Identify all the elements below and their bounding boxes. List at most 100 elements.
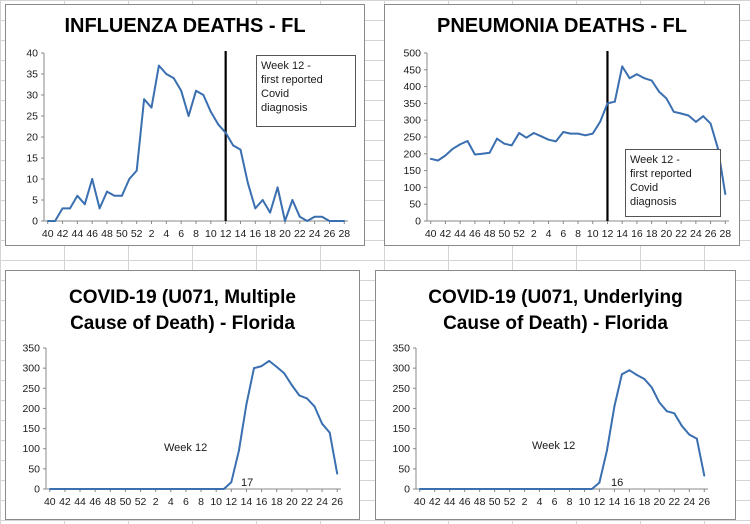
chart-title-line-2: Cause of Death) - Florida (70, 313, 295, 334)
y-tick-label: 0 (34, 484, 40, 496)
x-tick-label: 26 (705, 228, 717, 240)
x-tick-label: 40 (44, 496, 56, 508)
y-tick-label: 350 (403, 98, 421, 110)
y-tick-label: 20 (26, 132, 38, 144)
y-tick-label: 0 (404, 484, 410, 496)
x-tick-label: 12 (594, 496, 606, 508)
x-tick-label: 14 (616, 228, 628, 240)
data-point (518, 132, 520, 134)
data-point (441, 488, 444, 490)
data-point (48, 488, 51, 490)
y-tick-label: 350 (392, 343, 410, 355)
data-point (172, 77, 175, 80)
x-tick-label: 20 (653, 496, 665, 508)
chart-title-line-1: COVID-19 (U071, Multiple (69, 287, 296, 308)
data-point (237, 449, 240, 452)
week12-annotation: Week 12 (532, 440, 575, 452)
data-point (187, 115, 190, 117)
data-point (466, 140, 469, 142)
data-point (185, 488, 187, 490)
data-point (245, 403, 248, 406)
x-tick-label: 10 (579, 496, 591, 508)
y-tick-label: 150 (403, 165, 421, 177)
data-point (463, 488, 466, 490)
week12-annotation-box: Week 12 - first reported Covid diagnosis (256, 55, 356, 127)
data-point (313, 405, 316, 408)
x-tick-label: 22 (668, 496, 680, 508)
data-point (321, 215, 323, 218)
data-point (79, 488, 81, 490)
x-tick-label: 2 (522, 496, 528, 508)
y-tick-label: 25 (26, 111, 38, 123)
data-point (635, 374, 638, 376)
x-tick-label: 2 (153, 496, 159, 508)
x-tick-label: 44 (454, 228, 466, 240)
x-tick-label: 16 (249, 228, 261, 240)
x-tick-label: 26 (331, 496, 343, 508)
data-point (86, 488, 89, 490)
x-tick-label: 46 (459, 496, 471, 508)
x-tick-label: 50 (116, 228, 128, 240)
data-point (120, 194, 123, 197)
data-point (328, 431, 331, 434)
y-tick-label: 200 (22, 403, 40, 415)
data-point (598, 481, 601, 484)
data-point (688, 433, 691, 436)
data-point (583, 488, 586, 490)
data-label: 17 (241, 477, 253, 489)
data-point (54, 220, 57, 222)
data-point (606, 102, 609, 105)
x-tick-label: 48 (484, 228, 496, 240)
data-point (222, 488, 225, 490)
data-point (116, 488, 119, 490)
data-point (426, 488, 429, 490)
data-point (247, 182, 249, 185)
x-tick-label: 50 (498, 228, 510, 240)
x-tick-label: 16 (256, 496, 268, 508)
data-point (180, 89, 183, 92)
data-point (290, 384, 293, 386)
x-tick-label: 40 (414, 496, 426, 508)
data-point (275, 366, 278, 368)
x-tick-label: 14 (609, 496, 621, 508)
x-tick-label: 46 (469, 228, 481, 240)
x-tick-label: 20 (286, 496, 298, 508)
y-tick-label: 15 (26, 153, 38, 165)
data-point (523, 488, 526, 490)
data-point (702, 115, 705, 118)
x-tick-label: 4 (168, 496, 174, 508)
data-point (239, 148, 242, 151)
data-point (64, 488, 66, 490)
y-tick-label: 0 (415, 216, 421, 228)
data-point (83, 203, 86, 206)
data-point (613, 100, 616, 103)
data-point (268, 359, 271, 362)
x-tick-label: 50 (489, 496, 501, 508)
x-tick-label: 50 (120, 496, 132, 508)
data-point (306, 397, 308, 400)
x-tick-label: 6 (178, 228, 184, 240)
data-label: 16 (611, 477, 623, 489)
data-point (200, 488, 202, 490)
y-tick-label: 200 (403, 148, 421, 160)
data-point (561, 488, 563, 490)
y-tick-label: 10 (26, 174, 38, 186)
y-tick-label: 0 (32, 216, 38, 228)
data-point (232, 144, 234, 147)
data-point (202, 94, 205, 96)
y-tick-label: 200 (392, 403, 410, 415)
data-point (680, 424, 683, 427)
x-tick-label: 42 (429, 496, 441, 508)
x-tick-label: 18 (264, 228, 276, 240)
x-tick-label: 26 (698, 496, 710, 508)
x-tick-label: 48 (104, 496, 116, 508)
data-point (143, 98, 145, 101)
data-point (209, 110, 212, 113)
data-point (335, 220, 338, 222)
data-point (473, 153, 476, 156)
x-tick-label: 12 (220, 228, 232, 240)
x-tick-label: 52 (131, 228, 143, 240)
data-point (132, 488, 134, 490)
data-point (650, 386, 653, 389)
